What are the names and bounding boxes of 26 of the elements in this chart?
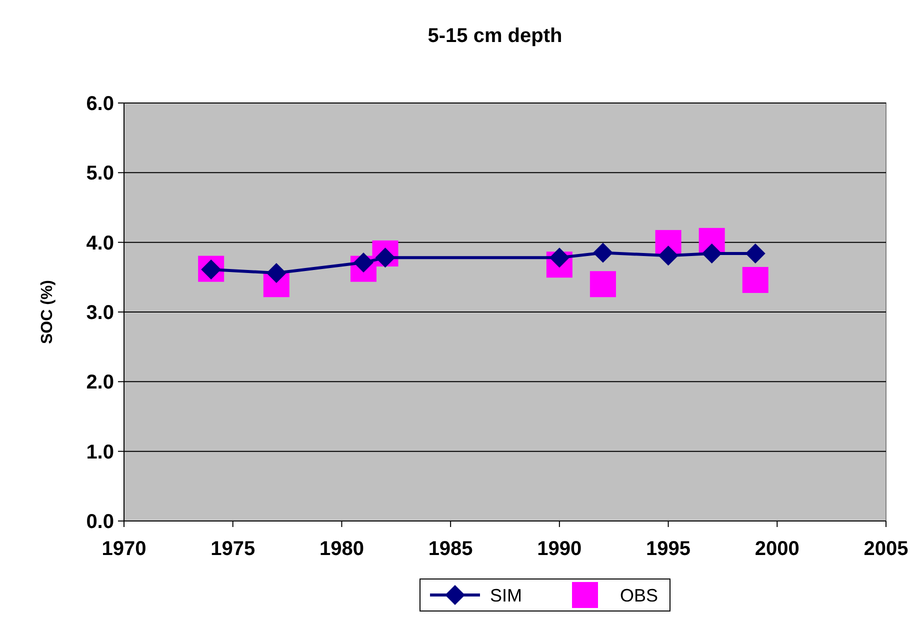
x-tick-label: 1990 (537, 538, 582, 560)
point (592, 242, 613, 263)
y-tick-label: 4.0 (86, 232, 114, 254)
x-tick-label: 2005 (864, 538, 908, 560)
y-tick-label: 6.0 (86, 93, 114, 115)
x-tick-label: 1995 (646, 538, 691, 560)
legend-label: SIM (490, 585, 522, 606)
point (266, 262, 286, 283)
y-axis-title: SOC (%) (39, 280, 56, 344)
y-tick-label: 1.0 (86, 441, 114, 464)
x-tick-label: 1975 (210, 538, 256, 560)
y-tick-label: 5.0 (86, 162, 114, 185)
chart-title: 5-15 cm depth (428, 25, 562, 47)
x-tick-label: 1970 (102, 538, 146, 560)
legend-label: OBS (620, 585, 658, 606)
point (702, 243, 722, 264)
point (745, 243, 766, 264)
x-tick-label: 1980 (319, 538, 364, 560)
x-tick-label: 2000 (754, 538, 800, 560)
y-tick-label: 3.0 (86, 302, 114, 324)
y-tick-label: 0.0 (86, 511, 114, 533)
point (742, 266, 768, 293)
x-tick-label: 1985 (428, 538, 473, 560)
y-tick-label: 2.0 (86, 372, 114, 394)
point (590, 271, 616, 298)
point (658, 246, 678, 266)
